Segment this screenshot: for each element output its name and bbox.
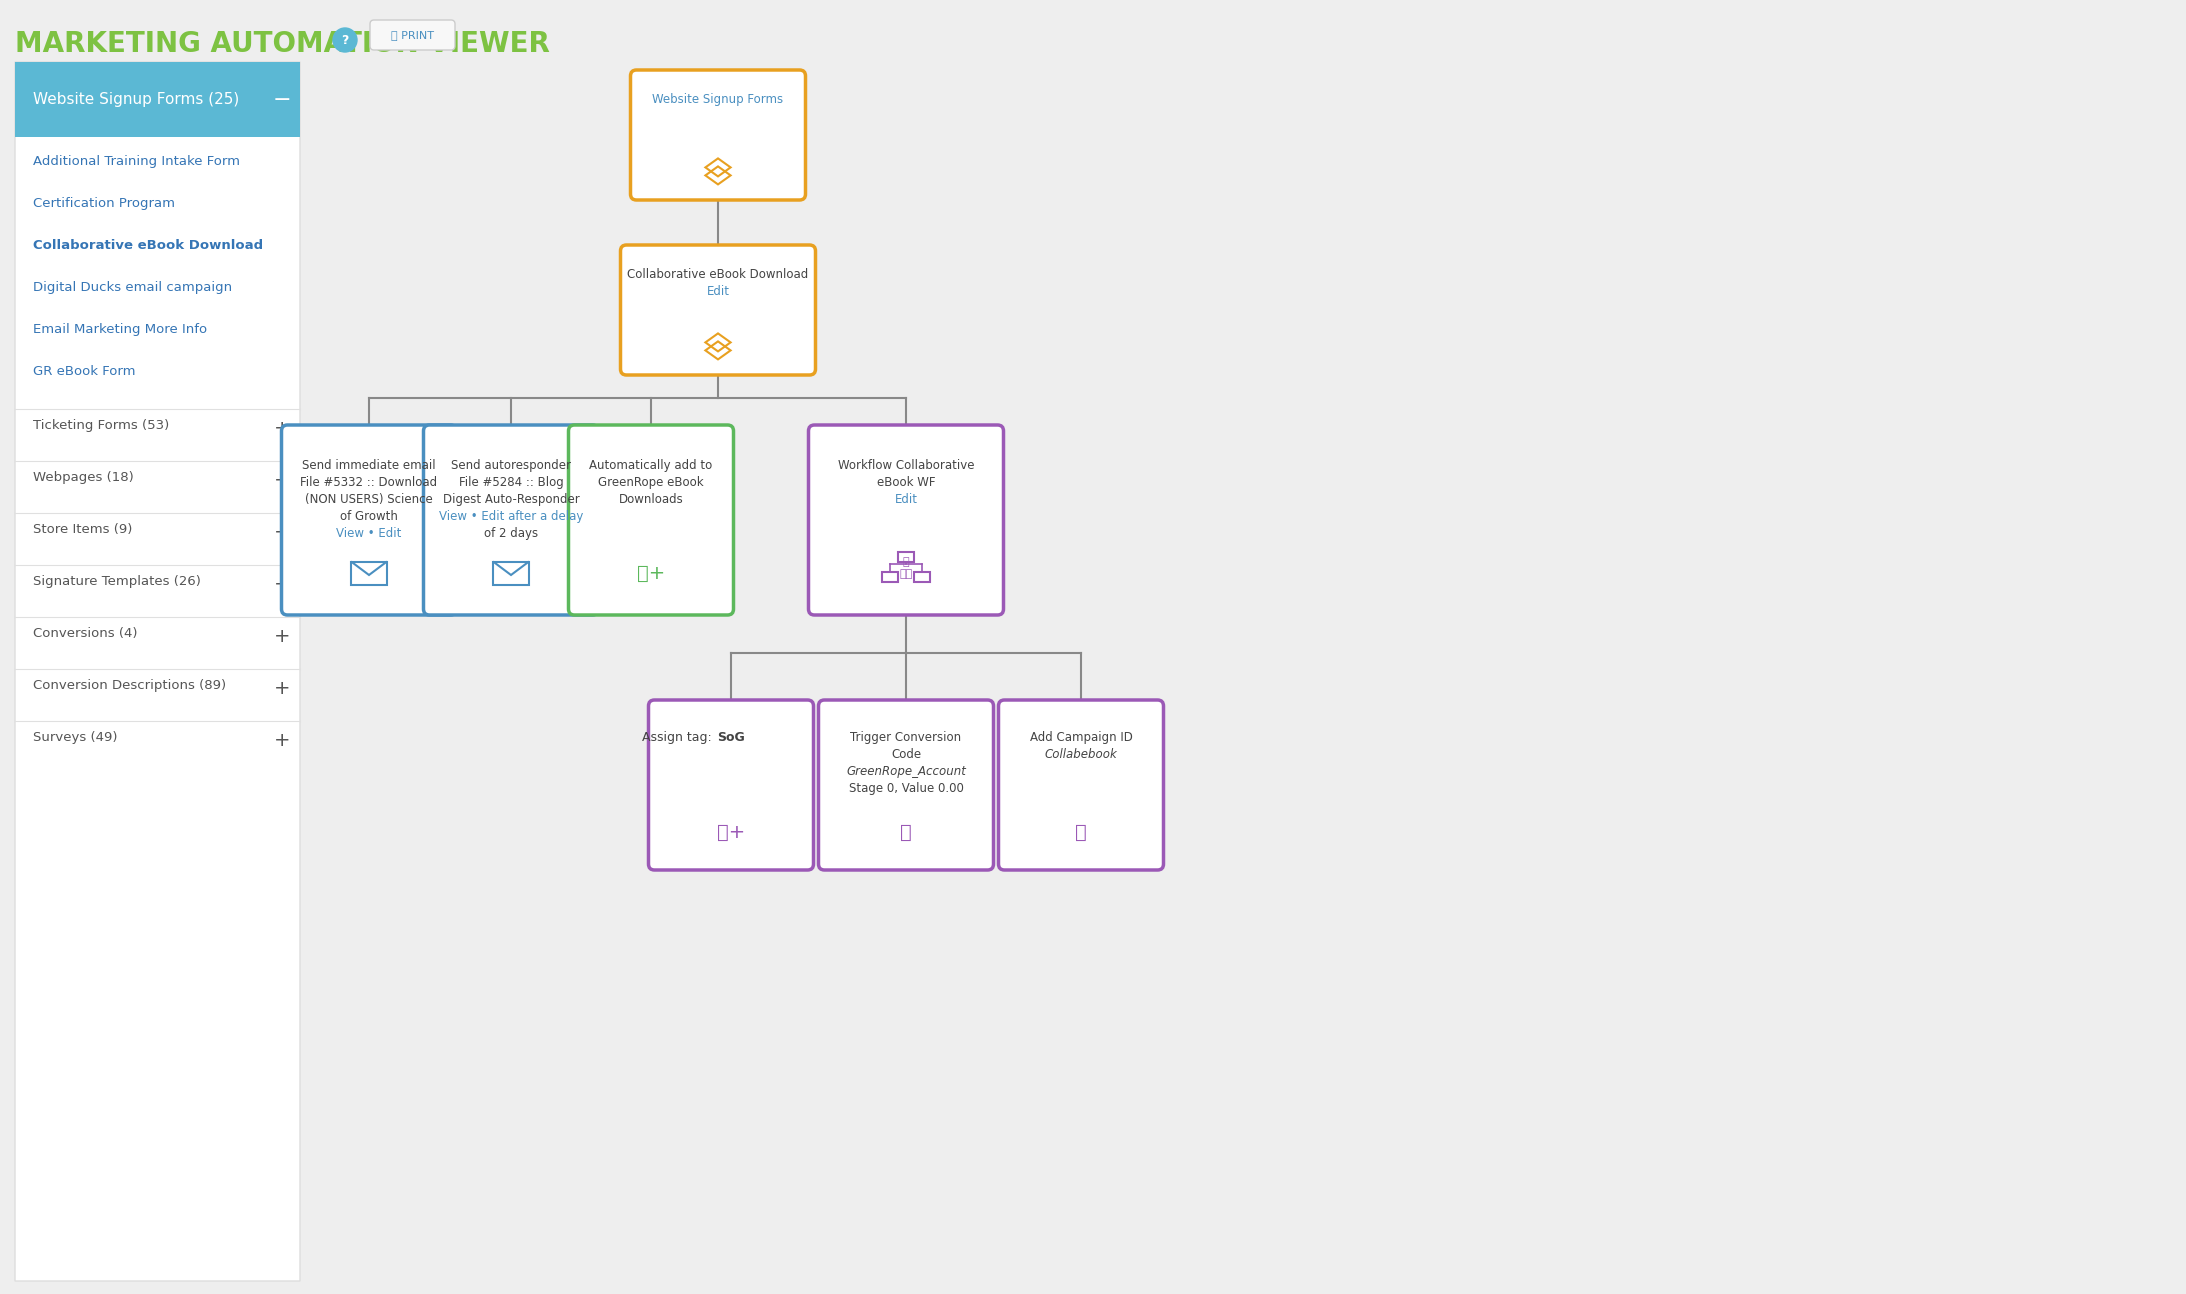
Text: ⎙ PRINT: ⎙ PRINT — [391, 30, 435, 40]
Text: 👥+: 👥+ — [636, 564, 665, 582]
FancyBboxPatch shape — [818, 700, 992, 870]
FancyBboxPatch shape — [809, 424, 1003, 615]
Text: View • Edit after a delay: View • Edit after a delay — [439, 510, 584, 523]
FancyBboxPatch shape — [424, 424, 599, 615]
FancyBboxPatch shape — [369, 19, 455, 50]
Text: Collaborative eBook Download: Collaborative eBook Download — [627, 268, 809, 281]
Text: of 2 days: of 2 days — [483, 527, 538, 540]
FancyBboxPatch shape — [630, 70, 804, 201]
Text: Signature Templates (26): Signature Templates (26) — [33, 575, 201, 587]
Text: +: + — [273, 731, 291, 751]
FancyBboxPatch shape — [999, 700, 1163, 870]
Text: Send autoresponder: Send autoresponder — [450, 459, 571, 472]
Text: Digital Ducks email campaign: Digital Ducks email campaign — [33, 281, 232, 294]
Text: +: + — [273, 575, 291, 594]
Text: GR eBook Form: GR eBook Form — [33, 365, 136, 378]
Text: Add Campaign ID: Add Campaign ID — [1030, 731, 1132, 744]
Text: Website Signup Forms (25): Website Signup Forms (25) — [33, 92, 238, 107]
FancyBboxPatch shape — [568, 424, 734, 615]
Text: Downloads: Downloads — [619, 493, 684, 506]
Text: File #5332 :: Download: File #5332 :: Download — [299, 476, 437, 489]
Text: File #5284 :: Blog: File #5284 :: Blog — [459, 476, 564, 489]
Text: −: − — [273, 89, 291, 110]
Text: Send immediate email: Send immediate email — [302, 459, 435, 472]
Text: +: + — [273, 471, 291, 490]
Bar — [898, 553, 914, 562]
Text: 🏷+: 🏷+ — [717, 823, 745, 842]
Text: GreenRope eBook: GreenRope eBook — [599, 476, 704, 489]
Text: Website Signup Forms: Website Signup Forms — [651, 93, 783, 106]
Text: GreenRope_Account: GreenRope_Account — [846, 765, 966, 778]
Text: MARKETING AUTOMATION VIEWER: MARKETING AUTOMATION VIEWER — [15, 30, 551, 58]
Text: Webpages (18): Webpages (18) — [33, 471, 133, 484]
FancyBboxPatch shape — [15, 62, 299, 137]
Text: Store Items (9): Store Items (9) — [33, 523, 133, 536]
FancyBboxPatch shape — [15, 62, 299, 1281]
Text: Workflow Collaborative: Workflow Collaborative — [837, 459, 975, 472]
Text: Digest Auto-Responder: Digest Auto-Responder — [442, 493, 579, 506]
FancyBboxPatch shape — [282, 424, 457, 615]
FancyBboxPatch shape — [621, 245, 815, 375]
Text: Edit: Edit — [894, 493, 918, 506]
Text: Automatically add to: Automatically add to — [590, 459, 713, 472]
Text: Surveys (49): Surveys (49) — [33, 731, 118, 744]
Text: ?: ? — [341, 34, 350, 47]
Text: 💰: 💰 — [901, 823, 912, 842]
Text: ⬛
⬛⬛: ⬛ ⬛⬛ — [898, 558, 912, 578]
Text: Stage 0, Value 0.00: Stage 0, Value 0.00 — [848, 782, 964, 795]
Text: Collabebook: Collabebook — [1045, 748, 1117, 761]
FancyBboxPatch shape — [649, 700, 813, 870]
Text: View • Edit: View • Edit — [337, 527, 402, 540]
Text: of Growth: of Growth — [341, 510, 398, 523]
Text: Collaborative eBook Download: Collaborative eBook Download — [33, 239, 262, 252]
Text: Conversion Descriptions (89): Conversion Descriptions (89) — [33, 679, 225, 692]
Text: Assign tag:: Assign tag: — [643, 731, 717, 744]
Text: Email Marketing More Info: Email Marketing More Info — [33, 324, 208, 336]
Text: Trigger Conversion: Trigger Conversion — [850, 731, 962, 744]
Text: (NON USERS) Science: (NON USERS) Science — [306, 493, 433, 506]
Text: Certification Program: Certification Program — [33, 197, 175, 210]
Text: Ticketing Forms (53): Ticketing Forms (53) — [33, 419, 168, 432]
Text: SoG: SoG — [717, 731, 745, 744]
Text: Edit: Edit — [706, 286, 730, 299]
Text: 👤: 👤 — [1076, 823, 1086, 842]
Bar — [881, 572, 898, 582]
Text: Conversions (4): Conversions (4) — [33, 628, 138, 641]
Text: +: + — [273, 679, 291, 697]
Text: Additional Training Intake Form: Additional Training Intake Form — [33, 155, 240, 168]
Text: +: + — [273, 628, 291, 646]
Circle shape — [332, 28, 356, 52]
Bar — [914, 572, 929, 582]
Text: eBook WF: eBook WF — [877, 476, 936, 489]
Text: +: + — [273, 523, 291, 542]
Text: Code: Code — [892, 748, 920, 761]
Text: +: + — [273, 419, 291, 437]
